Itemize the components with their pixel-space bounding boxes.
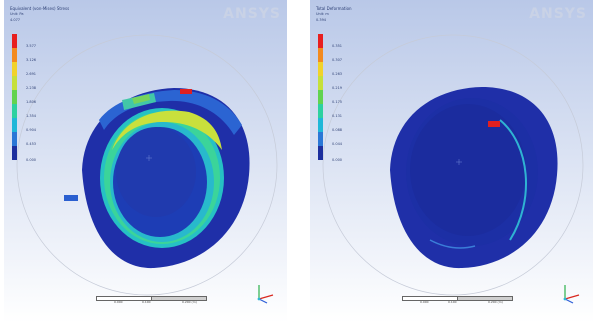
- legend-label: 0.219: [332, 86, 343, 90]
- scale-label: 0.200 (m): [488, 300, 503, 304]
- viewport-background: [4, 0, 287, 323]
- result-unit: Unit: Pa: [10, 12, 24, 16]
- legend-swatch: [318, 132, 323, 146]
- legend-label: 0.351: [332, 44, 343, 48]
- deformation-model: [390, 87, 558, 269]
- max-marker: [488, 121, 500, 127]
- legend-swatch: [318, 90, 323, 104]
- legend-swatch: [12, 104, 17, 118]
- max-marker: [180, 89, 192, 94]
- legend-label: 0.263: [332, 72, 343, 76]
- legend-swatch: [12, 118, 17, 132]
- legend-max-value: 4.077: [10, 18, 21, 22]
- scale-label: 0.000: [114, 300, 123, 304]
- legend-swatch: [318, 34, 323, 48]
- triad-axis-icon[interactable]: [559, 281, 583, 305]
- legend-label: 0.000: [332, 158, 343, 162]
- ansys-logo: ANSYS: [223, 6, 281, 22]
- legend-swatch: [12, 34, 17, 48]
- scale-label: 0.200 (m): [182, 300, 197, 304]
- legend-label: 0.000: [26, 158, 37, 162]
- legend-swatch: [12, 90, 17, 104]
- scale-label: 0.100: [448, 300, 457, 304]
- result-title: Equivalent (von-Mises) Stress: [10, 6, 70, 11]
- legend-swatch: [318, 104, 323, 118]
- legend-label: 0.453: [26, 142, 37, 146]
- scale-bar: 0.000 0.100 0.200 (m): [402, 291, 514, 307]
- legend-swatch: [12, 132, 17, 146]
- legend-label: 0.131: [332, 114, 343, 118]
- legend-swatch: [318, 118, 323, 132]
- legend-swatch: [12, 76, 17, 90]
- legend-label: 1.354: [26, 114, 37, 118]
- legend-swatch: [318, 146, 323, 160]
- scale-bar: 0.000 0.100 0.200 (m): [96, 291, 208, 307]
- legend-swatch: [12, 146, 17, 160]
- legend-swatch: [318, 76, 323, 90]
- scale-label: 0.000: [420, 300, 429, 304]
- legend-label: 0.175: [332, 100, 343, 104]
- legend-label: 2.238: [26, 86, 37, 90]
- legend-label: 2.691: [26, 72, 37, 76]
- viewport-background: [310, 0, 593, 323]
- legend-label: 0.904: [26, 128, 37, 132]
- legend-swatch: [12, 62, 17, 76]
- legend-label: 0.307: [332, 58, 343, 62]
- scale-label: 0.100: [142, 300, 151, 304]
- result-title: Total Deformation: [316, 6, 352, 11]
- legend-max-value: 0.394: [316, 18, 327, 22]
- stress-result-panel: Equivalent (von-Mises) Stress Unit: Pa 4…: [4, 0, 287, 323]
- legend-label: 0.088: [332, 128, 343, 132]
- legend-label: 1.806: [26, 100, 37, 104]
- legend-label: 3.577: [26, 44, 37, 48]
- result-unit: Unit: m: [316, 12, 329, 16]
- legend-swatch: [318, 48, 323, 62]
- legend-label: 3.126: [26, 58, 37, 62]
- stress-model: [64, 88, 250, 269]
- legend-swatch: [318, 62, 323, 76]
- legend-swatch: [12, 48, 17, 62]
- ansys-logo: ANSYS: [529, 6, 587, 22]
- legend-label: 0.044: [332, 142, 343, 146]
- triad-axis-icon[interactable]: [253, 281, 277, 305]
- deformation-result-panel: Total Deformation Unit: m 0.394 ANSYS 0.…: [310, 0, 593, 323]
